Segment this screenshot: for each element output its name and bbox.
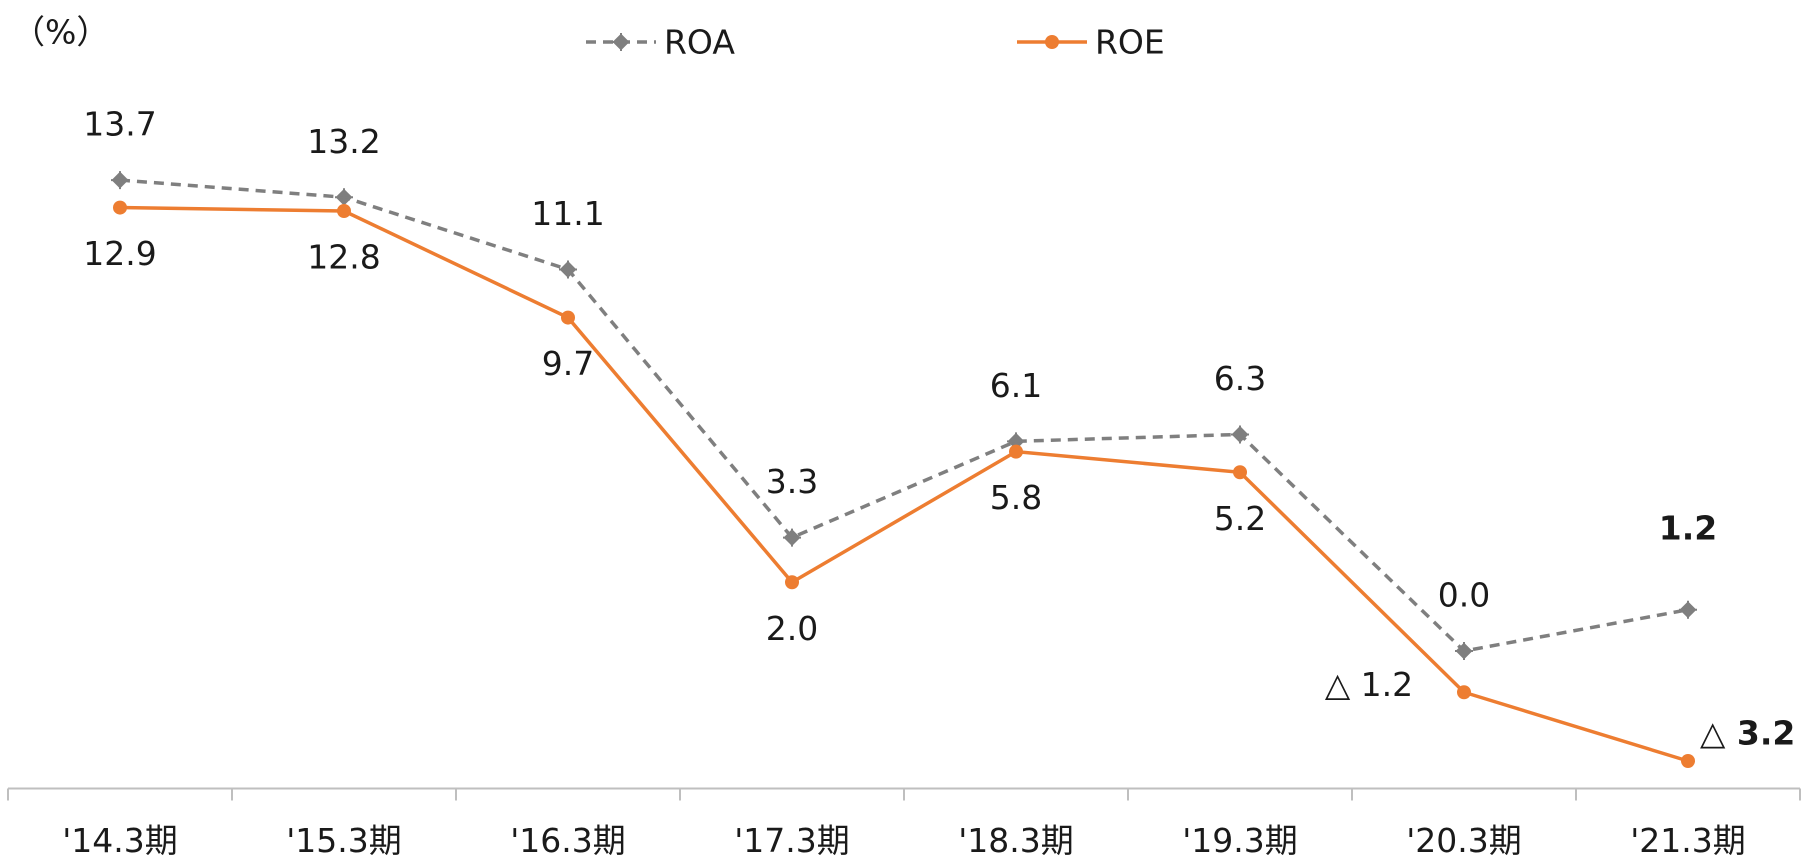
data-label: 11.1 (531, 194, 604, 233)
x-tick-label: '19.3期 (1182, 821, 1298, 860)
x-tick-label: '16.3期 (510, 821, 626, 860)
data-label: 1.2 (1659, 508, 1717, 547)
series-line (119, 205, 1689, 763)
x-tick-label: '15.3期 (286, 821, 402, 860)
x-tick-label: '21.3期 (1630, 821, 1746, 860)
marker (1455, 642, 1473, 660)
x-tick-label: '14.3期 (62, 821, 178, 860)
series-line (119, 178, 1689, 653)
marker (1679, 600, 1697, 619)
marker (783, 528, 801, 547)
data-label: △ 1.2 (1325, 665, 1413, 704)
marker (559, 260, 577, 279)
marker (561, 310, 575, 325)
marker (111, 171, 129, 190)
data-label: 12.9 (83, 234, 156, 273)
legend-label: ROE (1095, 23, 1165, 62)
data-label: 6.1 (990, 366, 1042, 405)
marker (113, 200, 127, 215)
data-label: 13.7 (83, 105, 156, 144)
marker (612, 33, 630, 51)
marker (337, 204, 351, 218)
x-tick-label: '17.3期 (734, 821, 850, 860)
marker (1681, 754, 1695, 768)
marker (335, 188, 353, 207)
y-axis-label: （%） (12, 13, 109, 52)
data-label: 0.0 (1438, 576, 1490, 615)
data-label: 5.8 (990, 478, 1042, 517)
data-label: 2.0 (766, 609, 818, 648)
x-tick-label: '18.3期 (958, 821, 1074, 860)
data-label: 12.8 (307, 238, 380, 277)
marker (785, 575, 799, 590)
data-label: 5.2 (1214, 499, 1266, 538)
marker (1457, 685, 1471, 700)
data-label: 6.3 (1214, 359, 1266, 398)
x-tick-label: '20.3期 (1406, 821, 1522, 860)
marker (1009, 444, 1023, 459)
data-label: △ 3.2 (1700, 714, 1795, 753)
marker (1045, 35, 1059, 49)
legend-label: ROA (664, 23, 735, 62)
data-label: 9.7 (542, 344, 594, 383)
marker (1231, 425, 1249, 444)
data-label: 3.3 (766, 462, 818, 501)
data-label: 13.2 (307, 122, 380, 161)
marker (1233, 465, 1247, 480)
